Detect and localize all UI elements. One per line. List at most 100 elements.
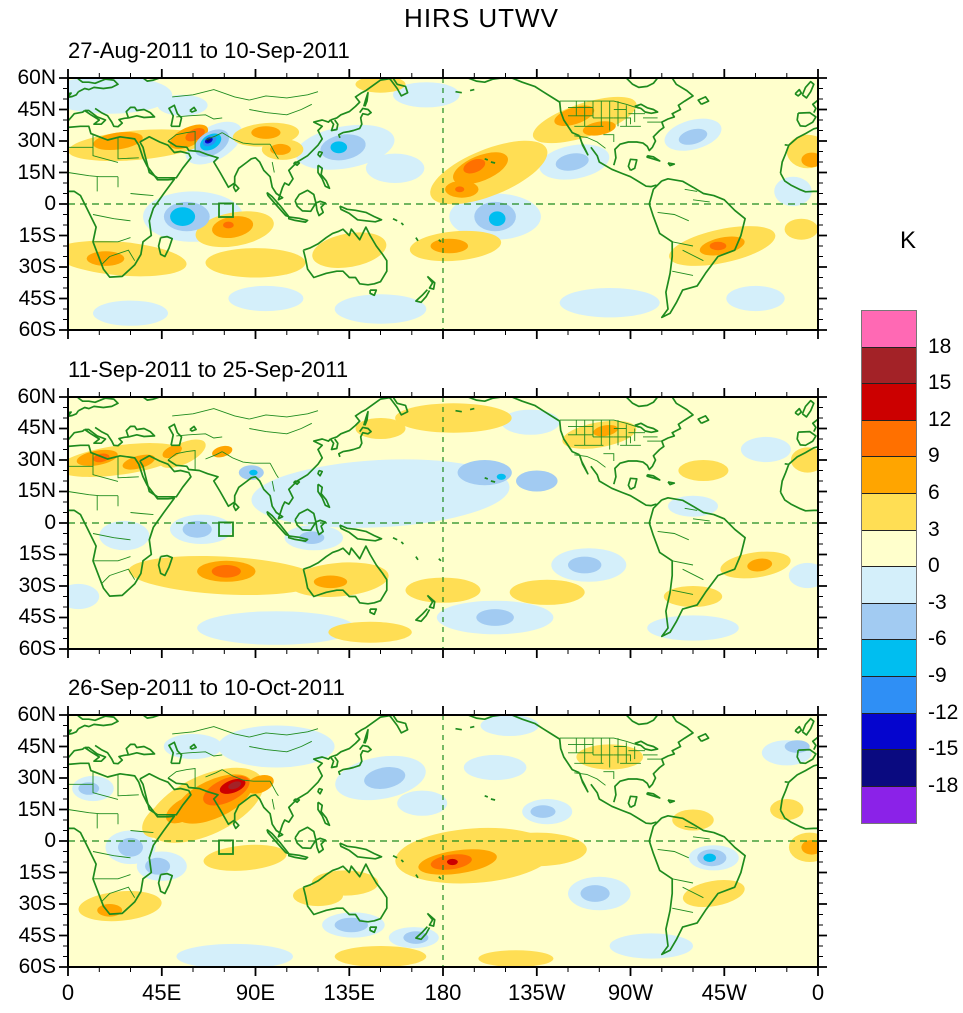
y-axis-label: 45S [18, 923, 56, 947]
anomaly-blob [182, 520, 212, 538]
colorbar-swatch [862, 676, 916, 714]
anomaly-blob [784, 218, 818, 240]
coastline [469, 88, 475, 92]
y-axis-label: 45N [17, 734, 56, 758]
anomaly-blob [509, 579, 585, 605]
anomaly-blob [68, 442, 183, 477]
anomaly-blob [559, 288, 660, 318]
colorbar-swatch [862, 493, 916, 531]
coastline [426, 594, 436, 609]
y-axis-label: 15S [18, 860, 56, 884]
coastline [794, 407, 803, 416]
colorbar-swatch [862, 311, 916, 348]
coastline [590, 465, 657, 506]
y-axis-label: 45S [18, 605, 56, 628]
coastline [490, 798, 496, 801]
coastline [68, 109, 86, 122]
colorbar-swatch [862, 420, 916, 458]
coastline [362, 728, 369, 744]
colorbar-swatch [862, 457, 916, 494]
coastline [329, 437, 339, 450]
coastline [362, 91, 369, 107]
coastline [139, 135, 192, 179]
colorbar-tick-label: -18 [928, 773, 959, 797]
anomaly-blob [328, 621, 412, 643]
coastline [266, 191, 290, 218]
coastline [68, 428, 86, 441]
anomaly-blob [197, 610, 356, 645]
colorbar-swatch [862, 640, 916, 677]
map-panel-3 [59, 706, 827, 976]
coastline [302, 226, 388, 286]
coastline [68, 91, 80, 99]
coastline [779, 445, 818, 492]
minor-ticks [63, 391, 823, 654]
coastline [438, 557, 442, 561]
coastline [388, 78, 409, 97]
coastline [392, 854, 398, 859]
anomaly-blob [395, 402, 512, 433]
coastline [511, 715, 580, 774]
coastline [369, 289, 378, 297]
y-axis-label: 15N [17, 479, 56, 502]
x-axis-label: 90E [235, 980, 276, 1005]
coastline [646, 791, 661, 799]
anomaly-blob [455, 186, 465, 193]
coastline [94, 744, 129, 765]
coastline [125, 425, 156, 438]
colorbar-tick-label: -3 [928, 590, 947, 614]
coastline [339, 205, 383, 223]
colorbar-swatch [862, 347, 916, 385]
colorbar-tick-label: 9 [928, 444, 940, 468]
coastline [317, 483, 331, 508]
coastline [77, 78, 119, 93]
coastline [84, 428, 107, 444]
coastline [68, 728, 80, 736]
coastline [302, 544, 388, 605]
anomaly-blob [68, 583, 100, 609]
y-axis-label: 0 [44, 510, 56, 534]
coastline [415, 926, 431, 941]
coastline [168, 104, 183, 128]
coastline [337, 107, 372, 139]
coastline [469, 407, 475, 410]
coastline [317, 787, 324, 795]
anomaly-blob [486, 832, 587, 867]
coastline [167, 119, 332, 201]
coastline [578, 454, 589, 475]
y-axis-label: 30S [18, 255, 56, 278]
y-axis-label: 0 [44, 192, 56, 215]
colorbar [861, 310, 917, 825]
colorbar-swatch [862, 567, 916, 604]
anomaly-blob [726, 285, 785, 312]
coastline [667, 162, 676, 167]
coastline [634, 740, 659, 752]
coastline [801, 399, 815, 418]
coastline [511, 396, 580, 456]
coastline [157, 235, 174, 258]
panel-border [67, 714, 819, 968]
major-ticks [59, 706, 827, 976]
anomaly-blob [530, 805, 556, 818]
anomaly-blob [747, 558, 773, 571]
anomaly-blob [397, 790, 448, 816]
coastline [625, 396, 659, 407]
anomaly-blob [457, 459, 512, 485]
figure-title: HIRS UTWV [404, 3, 559, 33]
y-axis-label: 30S [18, 892, 56, 915]
colorbar-tick-label: 3 [928, 517, 940, 541]
coastline [337, 744, 372, 776]
anomaly-blob [609, 933, 693, 959]
coastline [415, 237, 419, 242]
x-axis-label: 0 [811, 980, 825, 1005]
coastline [625, 715, 659, 726]
colorbar-swatch [862, 530, 916, 568]
anomaly-blob [334, 946, 427, 967]
coastline [392, 536, 398, 541]
coastline [167, 437, 332, 520]
colorbar-swatch [862, 786, 916, 824]
coastline [438, 239, 442, 243]
coastline [168, 741, 183, 765]
coastline [392, 217, 398, 222]
